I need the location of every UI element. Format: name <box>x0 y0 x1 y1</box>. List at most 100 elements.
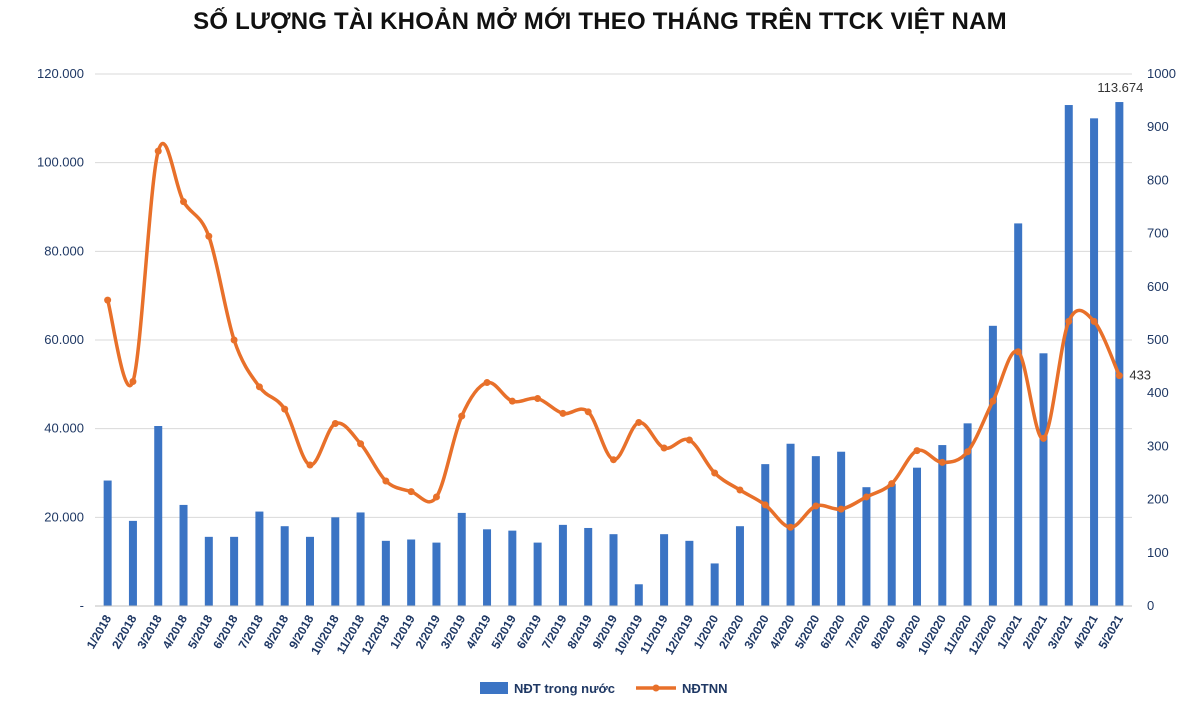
bar <box>508 530 517 606</box>
right-y-axis: 0 100 200 300 400 500 600 700 800 900 1000 <box>1147 66 1176 613</box>
line-point <box>458 412 466 420</box>
left-tick-label: 100.000 <box>37 155 84 170</box>
line-point <box>837 505 845 513</box>
bar <box>179 504 188 606</box>
line-point <box>230 336 238 344</box>
line-point <box>711 469 719 477</box>
bar <box>913 467 922 606</box>
bar <box>154 426 163 606</box>
bar <box>887 484 896 606</box>
bar <box>634 584 643 606</box>
bar <box>356 512 365 606</box>
left-tick-label: - <box>80 598 84 613</box>
line-point <box>154 147 162 155</box>
bar <box>483 529 492 606</box>
right-tick-label: 400 <box>1147 385 1169 400</box>
left-tick-label: 40.000 <box>44 421 84 436</box>
line-point <box>331 420 339 428</box>
bar <box>1115 102 1124 607</box>
bar <box>584 527 593 606</box>
bar <box>1014 223 1023 607</box>
line-point <box>483 379 491 387</box>
bar <box>305 536 314 606</box>
line-point <box>736 486 744 494</box>
bar <box>558 524 567 606</box>
bar <box>735 526 744 606</box>
bar <box>837 451 846 606</box>
bar <box>204 536 213 606</box>
last-point-label: 433 <box>1129 368 1151 383</box>
bar <box>710 563 719 606</box>
bar <box>761 464 770 606</box>
bar <box>1090 118 1099 606</box>
x-axis: 1/20182/20183/20184/20185/20186/20187/20… <box>84 605 1132 657</box>
chart-title: SỐ LƯỢNG TÀI KHOẢN MỞ MỚI THEO THÁNG TRÊ… <box>193 8 1007 35</box>
bar <box>280 526 289 606</box>
right-tick-label: 100 <box>1147 545 1169 560</box>
line-point <box>812 502 820 510</box>
legend-line-marker <box>652 684 660 692</box>
bar <box>457 512 466 606</box>
bar <box>963 423 972 606</box>
last-bar-label: 113.674 <box>1097 80 1143 95</box>
bar <box>432 542 441 606</box>
right-tick-label: 600 <box>1147 279 1169 294</box>
line-point <box>508 397 516 405</box>
line-point <box>255 383 263 391</box>
bar <box>255 511 264 606</box>
line-point <box>306 461 314 469</box>
line-point <box>407 488 415 496</box>
line-point <box>660 444 668 452</box>
bar <box>533 542 542 606</box>
right-tick-label: 700 <box>1147 226 1169 241</box>
left-tick-label: 80.000 <box>44 243 84 258</box>
right-tick-label: 1000 <box>1147 66 1176 81</box>
line-point <box>104 296 112 304</box>
line-point <box>534 395 542 403</box>
bar <box>938 445 947 606</box>
bar <box>128 520 137 606</box>
x-tick-label: 5/2021 <box>1095 612 1126 651</box>
line-point <box>610 456 617 464</box>
left-y-axis: - 20.000 40.000 60.000 80.000 100.000 120.000 <box>37 66 84 613</box>
bar <box>1064 105 1073 607</box>
bar <box>862 487 871 606</box>
line-point <box>989 397 997 405</box>
left-tick-label: 20.000 <box>44 509 84 524</box>
ndtnn-line <box>105 141 1121 530</box>
line-point <box>432 493 440 501</box>
bar <box>331 517 340 606</box>
left-tick-label: 120.000 <box>37 66 84 81</box>
line-point <box>1090 317 1098 325</box>
right-tick-label: 900 <box>1147 119 1169 134</box>
legend-label-line: NĐTNN <box>682 681 728 696</box>
bar <box>103 480 112 606</box>
right-tick-label: 800 <box>1147 172 1169 187</box>
line-point <box>1065 317 1073 325</box>
line-point <box>964 448 972 456</box>
bar <box>609 534 618 606</box>
bar <box>685 540 694 606</box>
right-tick-label: 0 <box>1147 598 1154 613</box>
line-point <box>281 405 289 413</box>
right-tick-label: 300 <box>1147 438 1169 453</box>
legend-label-bar: NĐT trong nước <box>514 681 615 696</box>
bar <box>230 536 239 606</box>
bar <box>381 540 390 606</box>
line-point <box>913 447 921 455</box>
bar-series-ndt-trong-nuoc <box>103 102 1124 607</box>
bar <box>407 539 416 606</box>
right-tick-label: 200 <box>1147 492 1169 507</box>
line-point <box>685 436 693 444</box>
line-series-ndtnn <box>104 141 1123 531</box>
line-point <box>205 232 213 240</box>
line-point <box>1014 348 1022 356</box>
legend-bar-swatch <box>480 682 508 694</box>
line-point <box>382 477 390 485</box>
line-point <box>129 377 137 385</box>
bar <box>1039 353 1048 606</box>
line-point <box>559 409 567 417</box>
bar <box>988 325 997 606</box>
line-point <box>1039 434 1047 442</box>
